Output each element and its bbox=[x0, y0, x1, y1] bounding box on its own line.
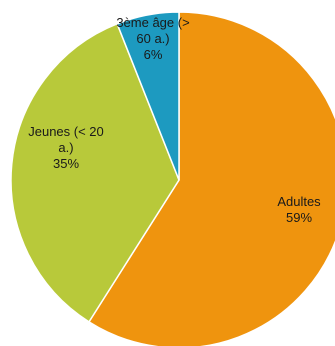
slice-label-line: 60 a.) bbox=[136, 31, 169, 46]
slice-label: Jeunes (< 20 a.) 35% bbox=[28, 124, 104, 171]
slice-labels: Adultes 59%Jeunes (< 20 a.) 35%3ème âge (> 6… bbox=[28, 15, 321, 225]
slice-label-line: a.) bbox=[58, 140, 73, 155]
slice-label: 3ème âge (> 60 a.) 6% bbox=[116, 15, 189, 62]
pie-slice bbox=[87, 11, 335, 346]
slice-label-line: 3ème âge (> bbox=[116, 15, 189, 30]
pie-slices bbox=[10, 11, 335, 346]
slice-label-line: 6% bbox=[144, 47, 163, 62]
pie-slice bbox=[116, 11, 180, 181]
slice-label-line: 35% bbox=[53, 156, 79, 171]
slice-label: Adultes 59% bbox=[277, 194, 321, 225]
pie-slice bbox=[10, 22, 180, 323]
slice-label-line: Jeunes (< 20 bbox=[28, 124, 104, 139]
slice-label-line: Adultes bbox=[277, 194, 321, 209]
slice-label-line: 59% bbox=[286, 210, 312, 225]
